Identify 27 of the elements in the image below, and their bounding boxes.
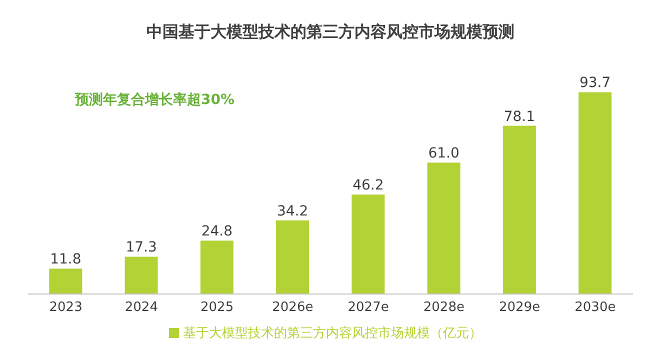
legend-label: 基于大模型技术的第三方内容风控市场规模（亿元） bbox=[183, 326, 482, 341]
annotation: 预测年复合增长率超30% bbox=[75, 91, 235, 109]
data-label: 78.1 bbox=[504, 108, 536, 125]
x-tick-label: 2024 bbox=[124, 300, 158, 316]
x-tick-label: 2030e bbox=[574, 300, 616, 316]
data-label: 93.7 bbox=[579, 75, 611, 92]
x-tick-label: 2028e bbox=[423, 300, 464, 316]
bar bbox=[276, 220, 310, 294]
data-label: 24.8 bbox=[201, 224, 233, 240]
data-label: 46.2 bbox=[352, 178, 384, 194]
x-tick-label: 2026e bbox=[272, 300, 314, 316]
data-label: 11.8 bbox=[50, 252, 82, 268]
bar bbox=[49, 268, 82, 294]
data-label: 34.2 bbox=[276, 203, 308, 220]
bar bbox=[502, 126, 536, 294]
data-label: 61.0 bbox=[428, 146, 460, 162]
bar bbox=[578, 92, 612, 294]
bar bbox=[427, 162, 460, 294]
data-label: 17.3 bbox=[126, 240, 157, 256]
x-tick-label: 2027e bbox=[348, 300, 389, 316]
bar bbox=[124, 256, 158, 294]
chart-title: 中国基于大模型技术的第三方内容风控市场规模预测 bbox=[146, 22, 516, 43]
x-tick-label: 2029e bbox=[499, 300, 540, 316]
bar bbox=[200, 240, 234, 294]
bar bbox=[352, 194, 385, 294]
x-tick-label: 2025 bbox=[200, 300, 234, 316]
x-tick-label: 2023 bbox=[49, 300, 82, 316]
